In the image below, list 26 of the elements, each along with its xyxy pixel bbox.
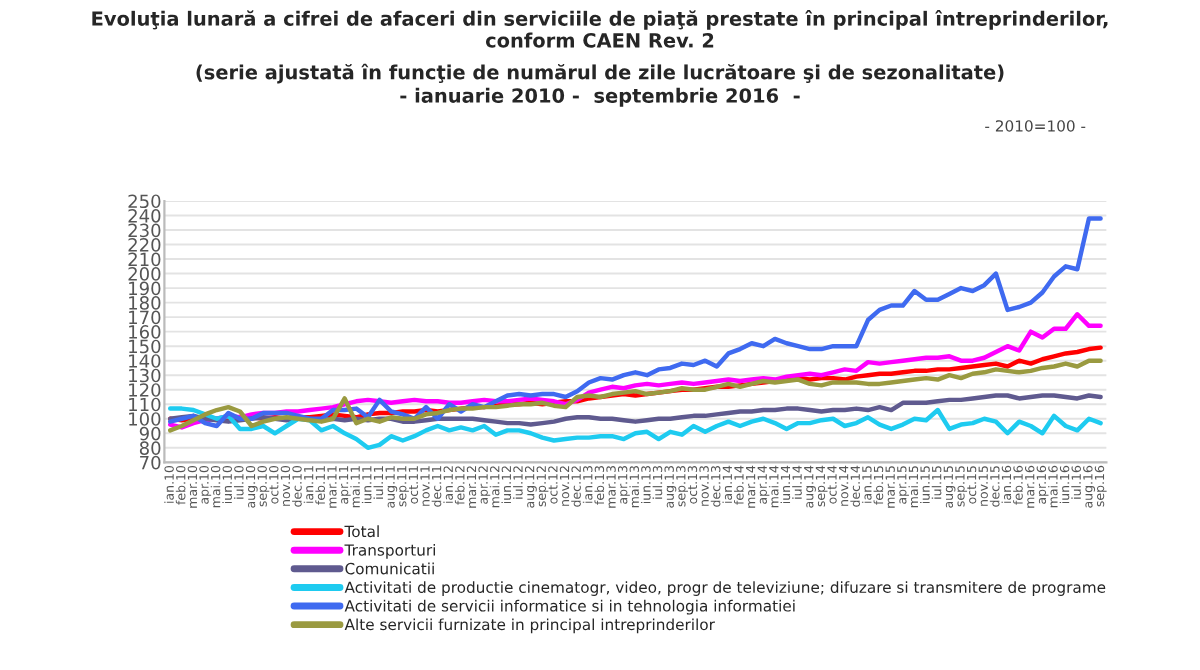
y-tick-label: 180 [129, 296, 161, 310]
y-tick-label: 210 [128, 252, 161, 267]
y-tick-label: 140 [129, 354, 161, 368]
y-tick-label: 250 [128, 194, 161, 209]
y-tick-label: 150 [129, 339, 161, 354]
y-tick-label: 80 [139, 441, 161, 455]
y-tick-label: 70 [140, 455, 161, 470]
line-series [167, 216, 1103, 429]
y-tick-label: 130 [129, 368, 161, 383]
y-tick-label: 200 [128, 267, 161, 281]
y-tick-label: 170 [129, 310, 161, 325]
y-tick-label: 240 [128, 208, 161, 223]
line-series [167, 312, 1103, 430]
line-series [167, 393, 1103, 427]
y-tick-label: 230 [128, 223, 161, 238]
line-series [167, 406, 1103, 450]
y-tick-label: 100 [129, 412, 161, 426]
chart-subtitle: (serie ajustată în funcţie de numărul de zile lucrătoare şi de sezonalitate) - ianuarie 2010 - septembrie 2016 - [196, 63, 1004, 107]
y-tick-label: 220 [128, 238, 161, 252]
y-tick-label: 90 [139, 426, 161, 441]
y-tick-label: 160 [129, 325, 161, 339]
y-tick-label: 190 [129, 281, 161, 296]
y-tick-label: 120 [129, 383, 161, 397]
line-series [167, 358, 1103, 433]
chart-title: Evoluţia lunară a cifrei de afaceri din serviciile de piaţă prestate în principal întreprinderilor, conform CAEN Rev. 2 [92, 10, 1108, 48]
y-tick-label: 110 [129, 397, 161, 412]
